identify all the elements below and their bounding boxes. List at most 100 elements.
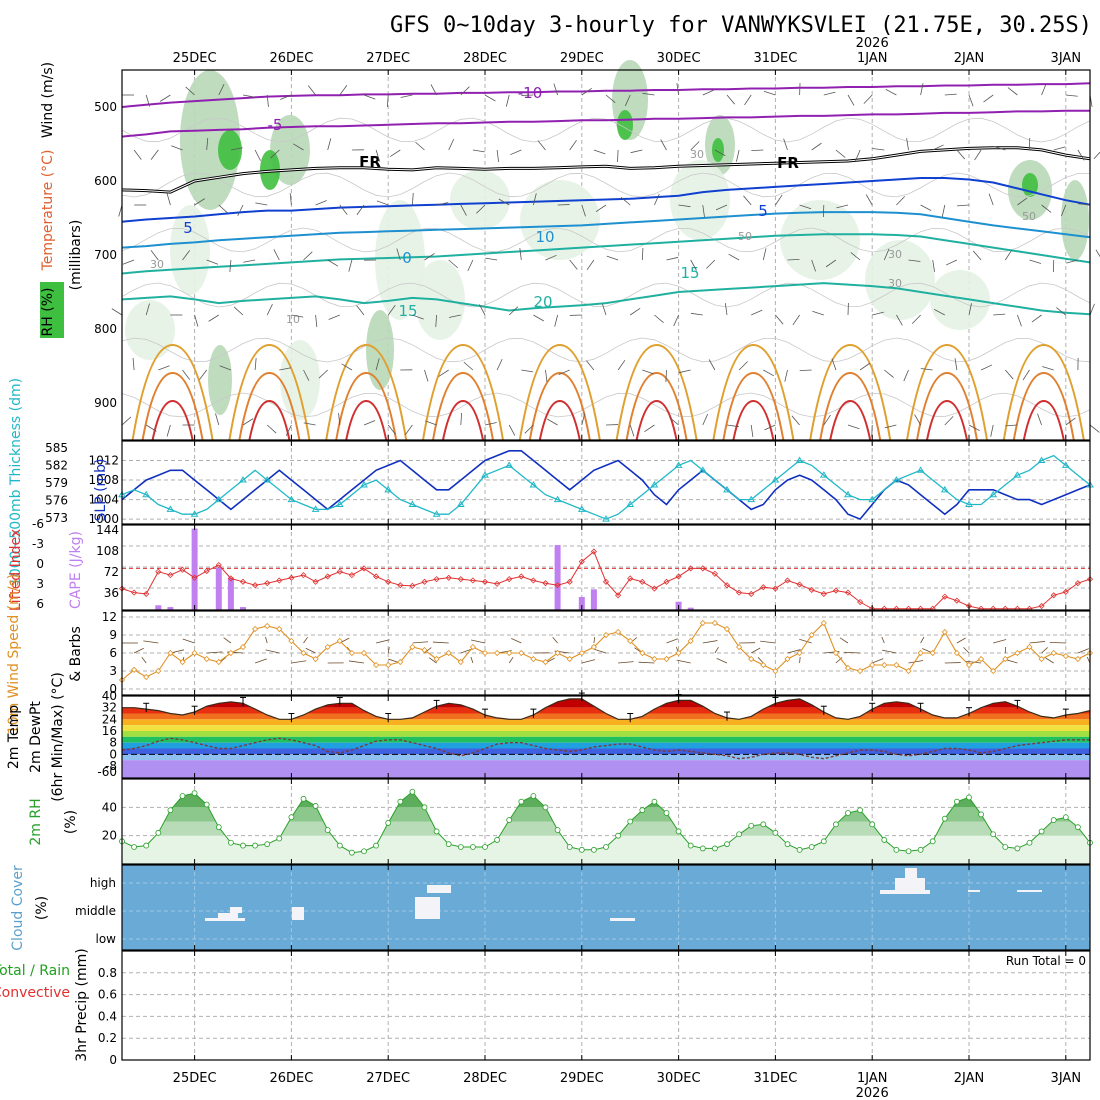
wind-barb	[305, 647, 316, 654]
thickness-marker	[553, 495, 562, 503]
wind-barb	[327, 138, 332, 151]
wind-barb	[715, 204, 728, 211]
wind-marker	[1074, 655, 1081, 663]
wind-barb	[666, 638, 678, 644]
wind-barb	[676, 83, 679, 96]
wind-barb	[956, 149, 966, 160]
wind-barb	[993, 313, 1006, 316]
wind-barb	[508, 306, 519, 316]
li-marker	[857, 598, 864, 606]
wind-barb	[920, 368, 933, 371]
rh-shade-region	[865, 240, 935, 320]
rh-marker	[1075, 824, 1081, 831]
wind-barb	[638, 661, 655, 664]
wind-barb	[166, 424, 171, 437]
date-label-bottom: 3JAN	[1051, 1071, 1082, 1086]
wind-barb	[736, 149, 740, 162]
wind-barb	[957, 204, 970, 207]
wind-barb	[617, 359, 626, 371]
wind-barb	[716, 658, 728, 664]
wind-marker	[300, 649, 307, 657]
wind-barb	[396, 248, 401, 261]
wind-barb	[219, 365, 232, 371]
wind-barb	[882, 649, 897, 654]
wind-barb	[390, 149, 401, 157]
upper-air-frame	[121, 69, 1091, 441]
rh-shade-region	[670, 160, 730, 240]
temp-axis-label: 2m Temp	[6, 705, 22, 769]
cloud-block	[230, 907, 242, 913]
freezing-level-inner	[121, 147, 1091, 193]
wind-barb	[303, 251, 313, 261]
cloud-frame	[121, 864, 1091, 951]
li-marker	[590, 548, 597, 555]
rh-marker	[469, 844, 476, 850]
rh-area	[122, 791, 1090, 864]
wind-barb	[872, 311, 884, 316]
wind-marker	[336, 637, 343, 645]
wind-barb	[363, 94, 376, 100]
wind-barb	[206, 651, 223, 654]
wind-barb	[387, 305, 396, 316]
wind-barb	[812, 310, 824, 316]
thickness-marker	[142, 490, 151, 498]
wind-marker	[675, 649, 682, 657]
wind-barb	[552, 637, 558, 644]
isotherm-label: -5	[268, 116, 283, 134]
rh-marker	[978, 811, 984, 818]
precip-tick: 0.2	[98, 1031, 117, 1045]
li-marker	[155, 568, 162, 575]
wind-barb	[424, 369, 429, 382]
wind-marker	[131, 666, 138, 673]
wind-barb	[1077, 149, 1085, 161]
li-marker	[252, 582, 259, 589]
li-marker	[179, 566, 186, 573]
wind-barb	[206, 259, 219, 265]
wind-marker	[518, 649, 525, 657]
isotherm-arch	[528, 371, 591, 441]
wind-barb	[743, 195, 752, 206]
wind-barb	[799, 638, 812, 644]
rh2m-unit-label: (%)	[63, 810, 79, 834]
wind-marker	[639, 649, 646, 657]
wind-barb	[941, 204, 946, 217]
cloud-block	[905, 868, 917, 878]
wind-barb	[702, 413, 709, 426]
thickness-marker	[1061, 461, 1070, 468]
cloud-level-tick: low	[96, 932, 117, 946]
wind-barb	[470, 656, 474, 664]
rh-marker	[1002, 844, 1009, 850]
wind-barb	[438, 369, 449, 377]
isotherm-label: 10	[535, 228, 554, 246]
thickness-marker	[311, 505, 320, 512]
rh-marker	[566, 844, 573, 850]
cape-bar	[578, 597, 585, 610]
wind-barb	[400, 94, 413, 98]
wind-barb	[865, 194, 873, 206]
slp-thickness-panel: 1000 1004 1008 1012 573 576 579 582 585 1000~500m…	[8, 378, 1094, 586]
li-marker	[494, 580, 501, 587]
wind-barb	[1029, 259, 1042, 264]
wind-barb	[825, 259, 837, 268]
li-tick: 0	[36, 557, 44, 571]
wind-marker	[397, 658, 404, 666]
li-marker	[397, 582, 404, 589]
temp-band	[122, 707, 1090, 714]
wind-barb	[533, 193, 537, 206]
wind-barb	[968, 94, 974, 107]
isotherm-line	[121, 211, 1091, 249]
wind-barb	[266, 94, 269, 107]
wind-barb	[654, 314, 664, 324]
li-marker	[264, 580, 271, 587]
wind-barb	[145, 424, 157, 432]
rh-marker	[348, 849, 355, 856]
precip-axis-label: 3hr Precip (mm)	[74, 948, 90, 1061]
rh-marker	[663, 810, 670, 816]
cape-bar	[687, 607, 694, 610]
wind-barb	[255, 202, 268, 206]
wind-barb	[280, 94, 292, 100]
wind-barb	[158, 365, 170, 371]
wind-barb	[315, 314, 318, 327]
